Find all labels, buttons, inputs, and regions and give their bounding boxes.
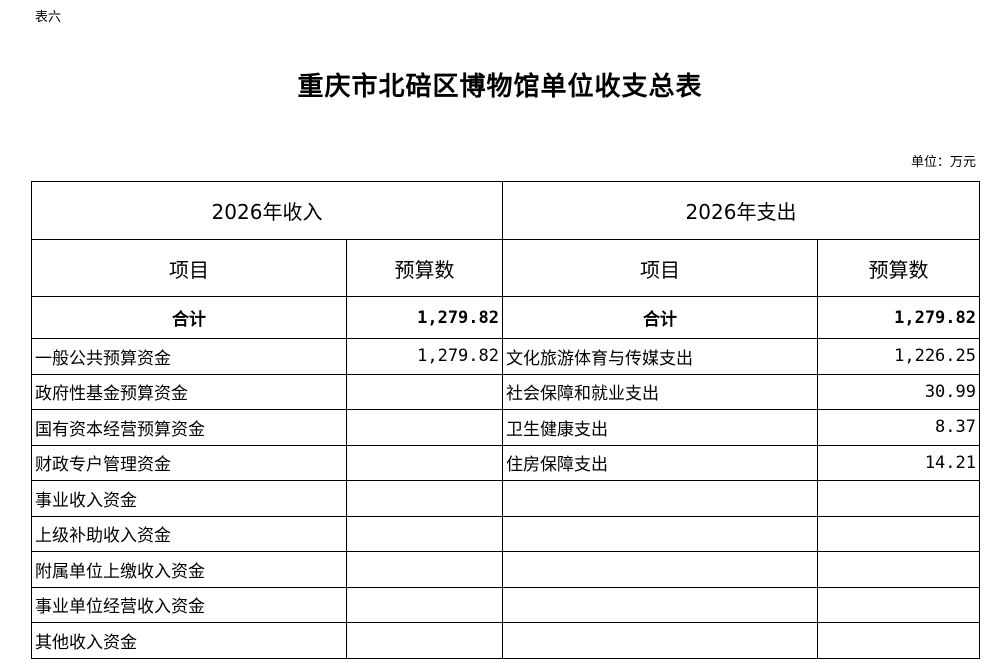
income-item-column-header: 项目 bbox=[31, 239, 347, 297]
table-row: 政府性基金预算资金 社会保障和就业支出 30.99 bbox=[31, 373, 980, 410]
income-value: 1,279.82 bbox=[346, 338, 503, 375]
unit-label: 单位：万元 bbox=[910, 155, 976, 170]
expense-item bbox=[502, 586, 818, 623]
expense-value bbox=[817, 551, 980, 588]
income-total-label: 合计 bbox=[31, 296, 347, 339]
income-item: 事业收入资金 bbox=[31, 480, 347, 517]
expense-total-value: 1,279.82 bbox=[817, 296, 980, 339]
income-value bbox=[346, 480, 503, 517]
page-title: 重庆市北碚区博物馆单位收支总表 bbox=[297, 72, 703, 102]
income-total-value: 1,279.82 bbox=[346, 296, 503, 339]
income-header: 2026年收入 bbox=[31, 181, 503, 240]
expense-value bbox=[817, 586, 980, 623]
income-item: 其他收入资金 bbox=[31, 622, 347, 659]
table-row: 财政专户管理资金 住房保障支出 14.21 bbox=[31, 444, 980, 481]
income-value bbox=[346, 551, 503, 588]
income-item: 一般公共预算资金 bbox=[31, 338, 347, 375]
income-item: 财政专户管理资金 bbox=[31, 444, 347, 481]
table-row: 事业收入资金 bbox=[31, 480, 980, 517]
income-item: 附属单位上缴收入资金 bbox=[31, 551, 347, 588]
expense-value: 30.99 bbox=[817, 373, 980, 410]
expense-header: 2026年支出 bbox=[502, 181, 980, 240]
expense-item bbox=[502, 622, 818, 659]
table-row: 事业单位经营收入资金 bbox=[31, 586, 980, 623]
expense-item bbox=[502, 515, 818, 552]
income-item: 事业单位经营收入资金 bbox=[31, 586, 347, 623]
expense-item bbox=[502, 551, 818, 588]
table-row: 国有资本经营预算资金 卫生健康支出 8.37 bbox=[31, 409, 980, 446]
budget-summary-table: 2026年收入 2026年支出 项目 预算数 项目 预算数 合计 1,279.8… bbox=[31, 181, 980, 659]
expense-value: 14.21 bbox=[817, 444, 980, 481]
expense-item bbox=[502, 480, 818, 517]
income-value bbox=[346, 444, 503, 481]
income-value bbox=[346, 515, 503, 552]
expense-item: 卫生健康支出 bbox=[502, 409, 818, 446]
expense-item: 文化旅游体育与传媒支出 bbox=[502, 338, 818, 375]
income-value bbox=[346, 586, 503, 623]
table-row: 附属单位上缴收入资金 bbox=[31, 551, 980, 588]
income-value bbox=[346, 409, 503, 446]
income-value bbox=[346, 622, 503, 659]
expense-value: 1,226.25 bbox=[817, 338, 980, 375]
income-item: 上级补助收入资金 bbox=[31, 515, 347, 552]
income-value bbox=[346, 373, 503, 410]
income-budget-column-header: 预算数 bbox=[346, 239, 503, 297]
income-item: 国有资本经营预算资金 bbox=[31, 409, 347, 446]
expense-value: 8.37 bbox=[817, 409, 980, 446]
income-item: 政府性基金预算资金 bbox=[31, 373, 347, 410]
expense-budget-column-header: 预算数 bbox=[817, 239, 980, 297]
expense-item-column-header: 项目 bbox=[502, 239, 818, 297]
expense-value bbox=[817, 480, 980, 517]
expense-item: 住房保障支出 bbox=[502, 444, 818, 481]
table-number-label: 表六 bbox=[35, 10, 62, 25]
table-row: 一般公共预算资金 1,279.82 文化旅游体育与传媒支出 1,226.25 bbox=[31, 338, 980, 375]
expense-value bbox=[817, 622, 980, 659]
expense-item: 社会保障和就业支出 bbox=[502, 373, 818, 410]
expense-total-label: 合计 bbox=[502, 296, 818, 339]
table-row: 上级补助收入资金 bbox=[31, 515, 980, 552]
expense-value bbox=[817, 515, 980, 552]
table-row: 其他收入资金 bbox=[31, 622, 980, 659]
